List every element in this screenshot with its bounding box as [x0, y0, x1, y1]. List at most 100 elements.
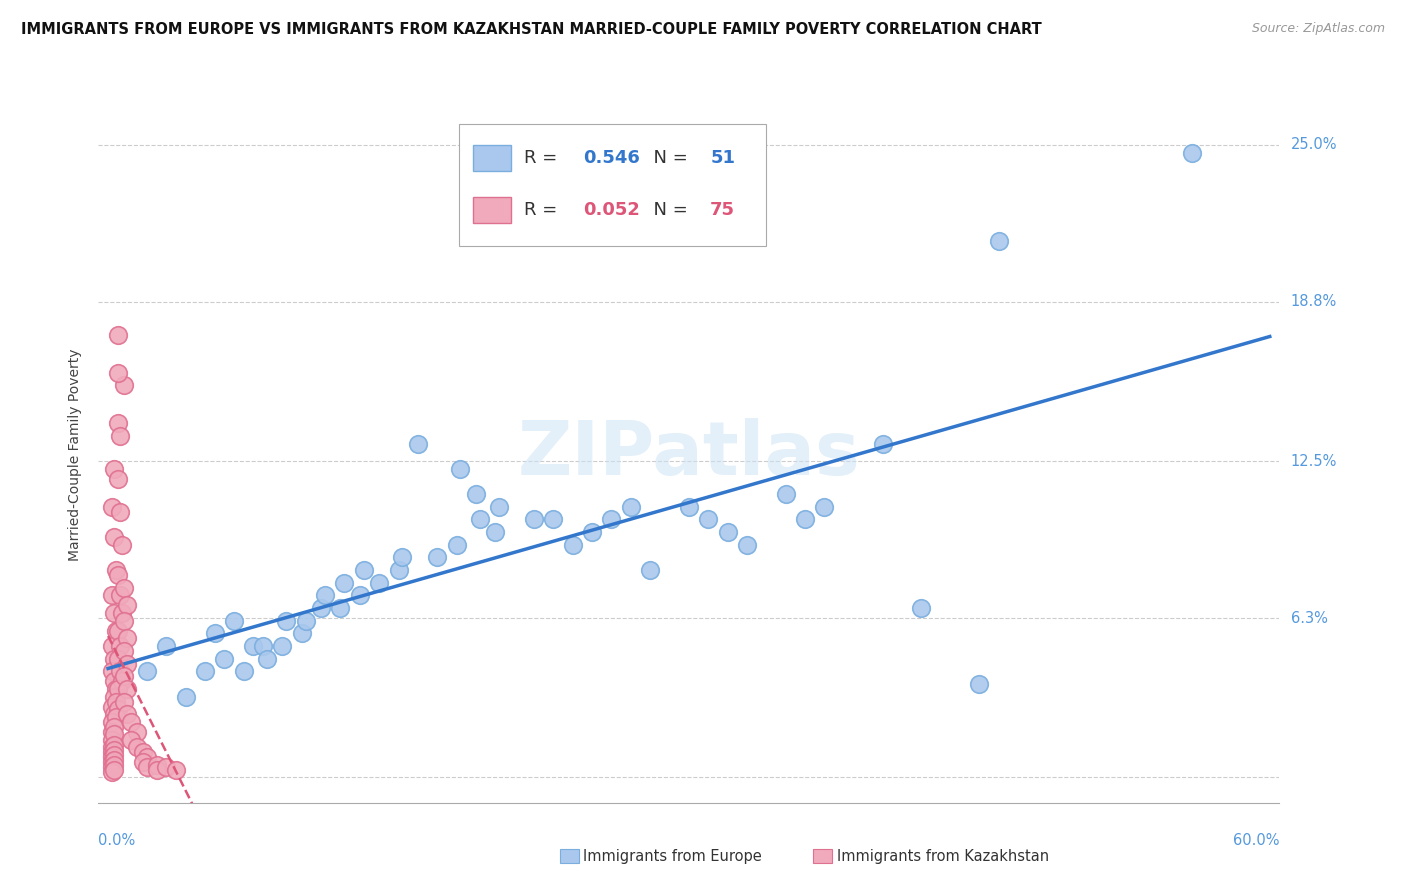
Point [103, 753, 125, 767]
Point [600, 512, 623, 526]
Point [101, 639, 124, 653]
Point [813, 500, 835, 514]
Point [101, 732, 124, 747]
Point [103, 651, 125, 665]
Point [104, 624, 127, 638]
Point [135, 750, 157, 764]
Point [391, 550, 413, 565]
Point [314, 588, 336, 602]
Text: IMMIGRANTS FROM EUROPE VS IMMIGRANTS FROM KAZAKHSTAN MARRIED-COUPLE FAMILY POVER: IMMIGRANTS FROM EUROPE VS IMMIGRANTS FRO… [21, 22, 1042, 37]
Point [775, 487, 797, 501]
Point [145, 763, 167, 777]
Point [111, 606, 134, 620]
Point [101, 750, 124, 764]
Point [103, 462, 125, 476]
Point [103, 530, 125, 544]
Point [112, 644, 135, 658]
Point [103, 606, 125, 620]
Point [910, 601, 932, 615]
Text: 25.0%: 25.0% [1291, 137, 1337, 153]
Point [101, 699, 124, 714]
Point [194, 665, 217, 679]
Point [107, 651, 129, 665]
Text: 18.8%: 18.8% [1291, 294, 1337, 310]
Point [353, 563, 375, 577]
Point [107, 472, 129, 486]
Point [468, 512, 491, 526]
Point [117, 707, 139, 722]
Point [101, 745, 124, 759]
Point [794, 512, 817, 526]
Point [112, 695, 135, 709]
Point [108, 429, 131, 443]
Point [132, 745, 155, 759]
Point [103, 720, 125, 734]
Point [117, 657, 139, 671]
Text: 0.0%: 0.0% [98, 833, 135, 848]
Point [108, 665, 131, 679]
Point [107, 568, 129, 582]
Point [112, 669, 135, 683]
Point [107, 327, 129, 342]
Bar [560, 849, 579, 863]
Point [101, 500, 124, 514]
Point [103, 738, 125, 752]
Point [488, 500, 510, 514]
Point [117, 681, 139, 696]
Point [484, 525, 506, 540]
Point [232, 665, 254, 679]
Point [678, 500, 700, 514]
Point [174, 690, 197, 704]
Point [735, 538, 758, 552]
Text: 60.0%: 60.0% [1233, 833, 1279, 848]
Point [446, 538, 468, 552]
Text: N =: N = [641, 201, 693, 219]
Text: Source: ZipAtlas.com: Source: ZipAtlas.com [1251, 22, 1385, 36]
Point [101, 756, 124, 770]
Point [155, 639, 177, 653]
Text: R =: R = [523, 201, 562, 219]
Point [108, 588, 131, 602]
Text: ZIPatlas: ZIPatlas [517, 418, 860, 491]
Point [101, 725, 124, 739]
Point [406, 436, 429, 450]
Point [214, 651, 236, 665]
Point [107, 417, 129, 431]
Point [107, 366, 129, 380]
Point [103, 690, 125, 704]
Point [309, 601, 332, 615]
FancyBboxPatch shape [458, 124, 766, 246]
Point [543, 512, 565, 526]
Point [135, 760, 157, 774]
Point [108, 639, 131, 653]
Text: 0.546: 0.546 [582, 149, 640, 167]
Y-axis label: Married-Couple Family Poverty: Married-Couple Family Poverty [69, 349, 83, 561]
Bar [472, 145, 510, 171]
Point [107, 681, 129, 696]
Point [107, 702, 129, 716]
Point [117, 599, 139, 613]
Point [155, 760, 177, 774]
Point [135, 665, 157, 679]
Point [112, 581, 135, 595]
Text: N =: N = [641, 149, 693, 167]
Point [103, 763, 125, 777]
Point [103, 727, 125, 741]
Point [108, 505, 131, 519]
Point [101, 588, 124, 602]
Point [276, 614, 298, 628]
Point [717, 525, 740, 540]
Point [465, 487, 488, 501]
Point [271, 639, 294, 653]
Bar [472, 197, 510, 223]
Text: R =: R = [523, 149, 562, 167]
Point [426, 550, 449, 565]
Point [101, 765, 124, 780]
Point [581, 525, 603, 540]
Bar [813, 849, 832, 863]
Point [697, 512, 720, 526]
Point [104, 695, 127, 709]
Point [101, 714, 124, 729]
Point [132, 756, 155, 770]
Point [222, 614, 245, 628]
